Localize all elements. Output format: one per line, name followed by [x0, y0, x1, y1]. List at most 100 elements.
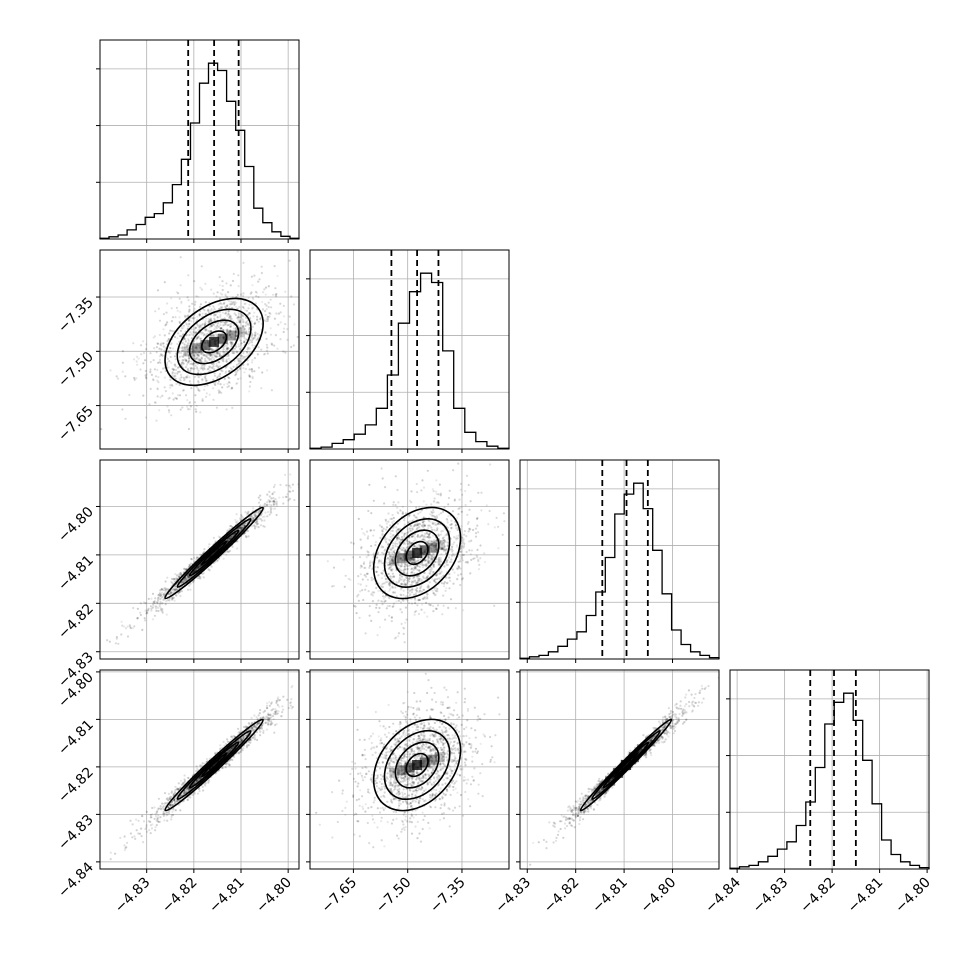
- sample-point: [255, 514, 258, 517]
- sample-point: [225, 328, 229, 331]
- sample-point: [228, 300, 231, 303]
- sample-point: [477, 568, 481, 571]
- sample-point: [402, 593, 405, 597]
- sample-point: [207, 320, 210, 323]
- sample-point: [415, 587, 419, 590]
- sample-point: [119, 836, 122, 840]
- sample-point: [217, 391, 221, 394]
- sample-point: [207, 546, 210, 549]
- sample-point: [408, 536, 411, 539]
- sample-point: [251, 325, 254, 328]
- sample-point: [226, 344, 229, 347]
- sample-point: [413, 514, 416, 517]
- sample-point: [246, 529, 249, 533]
- sample-point: [261, 371, 264, 374]
- sample-point: [200, 360, 203, 363]
- sample-point: [431, 540, 434, 543]
- sample-point: [177, 370, 180, 373]
- sample-point: [408, 594, 411, 597]
- sample-point: [380, 562, 383, 565]
- sample-point: [236, 307, 239, 310]
- sample-point: [153, 335, 156, 338]
- sample-point: [252, 298, 255, 301]
- sample-point: [455, 538, 458, 541]
- sample-point: [247, 322, 250, 325]
- sample-point: [276, 274, 279, 278]
- sample-point: [268, 495, 271, 498]
- sample-point: [193, 570, 196, 573]
- sample-point: [408, 540, 411, 544]
- sample-point: [223, 378, 226, 381]
- sample-point: [436, 587, 439, 591]
- sample-point: [408, 564, 411, 567]
- sample-point: [124, 375, 127, 378]
- sample-point: [391, 605, 394, 608]
- sample-point: [390, 562, 393, 565]
- sample-point: [226, 328, 229, 331]
- sample-point: [192, 349, 195, 353]
- sample-point: [228, 370, 231, 373]
- sample-point: [155, 401, 158, 404]
- sample-point: [136, 363, 139, 366]
- sample-point: [255, 295, 258, 298]
- sample-point: [384, 539, 387, 542]
- sample-point: [187, 787, 190, 790]
- sample-point: [397, 635, 400, 638]
- sample-point: [253, 336, 256, 339]
- sample-point: [178, 297, 181, 300]
- sample-point: [234, 331, 237, 334]
- sample-point: [208, 569, 211, 572]
- sample-point: [266, 501, 269, 504]
- sample-point: [188, 584, 191, 587]
- sample-point: [426, 593, 429, 596]
- sample-point: [392, 580, 395, 583]
- sample-point: [190, 320, 193, 323]
- sample-point: [410, 541, 413, 545]
- sample-point: [418, 505, 421, 508]
- sample-point: [165, 600, 168, 603]
- sample-point: [389, 582, 392, 585]
- sample-point: [381, 572, 384, 575]
- sample-point: [245, 320, 248, 323]
- sample-point: [237, 377, 240, 381]
- sample-point: [378, 626, 381, 629]
- sample-point: [218, 297, 221, 300]
- sample-point: [406, 542, 409, 545]
- sample-point: [418, 536, 421, 539]
- density-cell: [183, 346, 194, 357]
- sample-point: [391, 544, 395, 547]
- sample-point: [235, 301, 238, 304]
- sample-point: [176, 309, 179, 312]
- sample-point: [221, 288, 224, 292]
- sample-point: [166, 357, 169, 361]
- sample-point: [218, 307, 221, 310]
- sample-point: [221, 321, 224, 324]
- sample-point: [394, 504, 397, 507]
- sample-point: [208, 757, 211, 760]
- sample-point: [233, 312, 236, 315]
- sample-point: [414, 567, 417, 570]
- sample-point: [383, 574, 386, 578]
- sample-point: [370, 619, 373, 623]
- sample-point: [399, 552, 402, 555]
- sample-point: [221, 293, 224, 296]
- sample-point: [418, 598, 421, 602]
- sample-point: [211, 363, 214, 366]
- sample-point: [238, 527, 242, 530]
- sample-point: [177, 575, 181, 578]
- sample-point: [259, 524, 263, 527]
- sample-point: [204, 377, 207, 380]
- sample-point: [454, 523, 458, 526]
- sample-point: [194, 408, 197, 411]
- sample-point: [416, 559, 420, 562]
- sample-point: [201, 352, 204, 355]
- sample-point: [414, 516, 417, 519]
- sample-point: [174, 594, 177, 597]
- sample-point: [408, 542, 411, 545]
- sample-point: [390, 559, 393, 562]
- sample-point: [440, 582, 443, 585]
- sample-point: [443, 585, 446, 588]
- sample-point: [502, 512, 505, 515]
- sample-point: [253, 725, 256, 728]
- sample-point: [234, 334, 237, 337]
